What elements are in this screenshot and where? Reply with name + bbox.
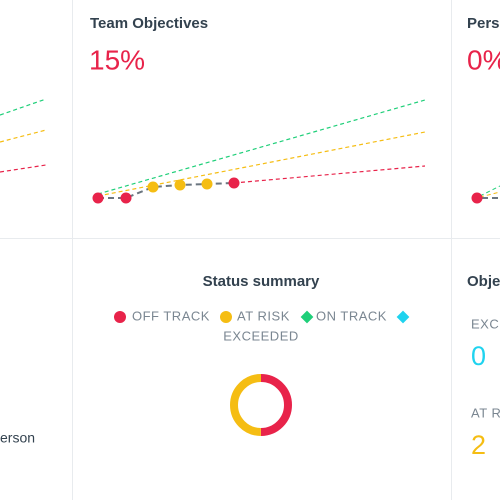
legend: OFF TRACK AT RISK ON TRACK EXCEEDED [114, 308, 410, 343]
panel-title: Team Objectives [90, 15, 208, 32]
legend-label: AT RISK [237, 308, 290, 323]
percent: 15% [89, 44, 145, 75]
count-value: 0 [471, 341, 486, 371]
personal-chart [471, 185, 500, 204]
counts: EXCE 0 AT R 2 [471, 316, 500, 460]
legend-marker [114, 311, 126, 323]
team-dots [92, 177, 240, 204]
panel-title: Status summary [203, 273, 320, 290]
person-name: erson [0, 430, 35, 446]
legend-marker [300, 310, 314, 324]
count-label: AT R [471, 405, 500, 420]
legend-marker [396, 310, 410, 324]
legend-label: EXCEEDED [223, 328, 299, 343]
panel-title: Obje [467, 273, 500, 290]
legend-label: OFF TRACK [132, 308, 210, 323]
count-value: 2 [471, 430, 486, 460]
panel-title: Pers [467, 15, 500, 32]
team-chart [97, 99, 426, 199]
legend-marker [220, 311, 232, 323]
percent: 0% [467, 44, 500, 75]
donut-segment [230, 374, 292, 436]
donut [230, 374, 292, 436]
legend-label: ON TRACK [316, 308, 387, 323]
left-chart [0, 98, 47, 173]
count-label: EXCE [471, 316, 500, 331]
